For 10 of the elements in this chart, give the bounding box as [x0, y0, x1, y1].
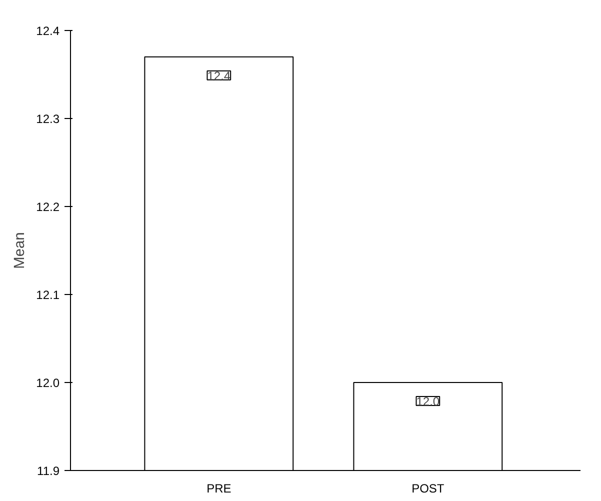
- x-tick-label: POST: [412, 482, 445, 496]
- y-tick-label: 12.4: [36, 24, 60, 38]
- y-tick-label: 12.3: [36, 112, 60, 126]
- y-tick-label: 12.2: [36, 200, 60, 214]
- y-tick-label: 12.1: [36, 288, 60, 302]
- y-tick-label: 11.9: [37, 464, 60, 478]
- data-label: 12.0: [416, 394, 440, 408]
- y-tick-label: 12.0: [36, 376, 60, 390]
- y-axis-title: Mean: [12, 232, 28, 269]
- x-tick-label: PRE: [206, 482, 232, 496]
